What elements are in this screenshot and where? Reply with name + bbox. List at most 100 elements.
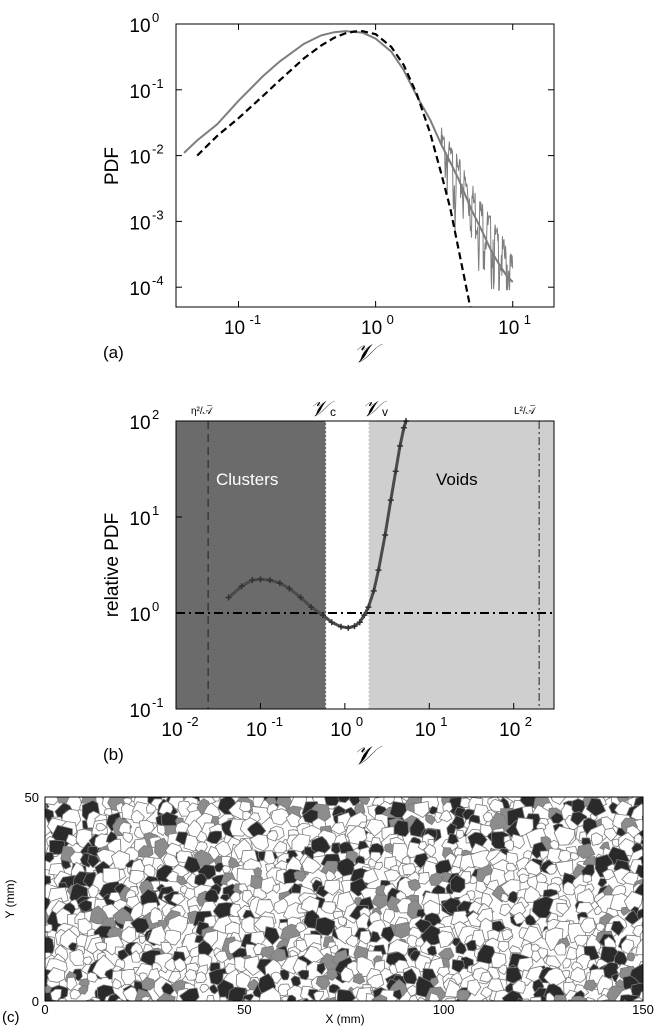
voronoi-cell: [226, 1000, 230, 1001]
voronoi-cell: [178, 987, 200, 1001]
a-ytick-label: 10: [129, 16, 150, 37]
voronoi-cell: [302, 808, 319, 824]
panel-a-series: [183, 29, 514, 307]
voronoi-cell: [545, 864, 557, 875]
voronoi-cell: [316, 962, 326, 975]
b-marker: [365, 604, 372, 611]
voronoi-cell: [33, 969, 43, 979]
voronoi-cell: [582, 873, 593, 883]
b-marker: [356, 619, 363, 626]
voronoi-cell: [154, 837, 172, 860]
b-xtick-exp: -1: [271, 714, 283, 729]
voronoi-cell: [131, 950, 141, 963]
voronoi-cell: [595, 922, 606, 932]
a-series-dashed: [196, 29, 472, 307]
nu-c-sub: c: [330, 405, 336, 419]
voronoi-cell: [286, 1002, 303, 1017]
voronoi-cell: [387, 1003, 400, 1019]
voronoi-cell: [213, 1004, 222, 1014]
eta-label: η²/𝒜̅: [191, 405, 214, 417]
b-ytick-label: 10: [129, 605, 150, 626]
voronoi-cell: [644, 846, 660, 862]
voronoi-cell: [213, 862, 225, 873]
voronoi-cell: [648, 810, 660, 820]
voronoi-cell: [56, 797, 59, 798]
panel-a-label: (a): [103, 343, 124, 362]
voronoi-cell: [599, 999, 609, 1001]
voronoi-cell: [340, 966, 355, 983]
voronoi-cell: [297, 969, 310, 981]
voronoi-cell: [399, 1004, 416, 1020]
voronoi-cell: [583, 797, 587, 799]
voronoi-cell: [356, 797, 364, 799]
voronoi-cell: [108, 891, 122, 903]
voronoi-cell: [499, 903, 513, 917]
voronoi-cell: [272, 884, 281, 894]
voronoi-cell: [193, 786, 204, 795]
voronoi-cell: [449, 874, 466, 894]
voronoi-cell: [505, 966, 523, 984]
panel-b-chart: 10 -2 10 -1 10 0 10 1 10 210 -110 010 110 2 Clusters …: [102, 397, 555, 771]
voronoi-cell: [553, 942, 567, 956]
voronoi-cell: [494, 797, 497, 798]
voronoi-cell: [359, 930, 373, 945]
b-ytick-label: 10: [129, 509, 150, 530]
voronoi-cell: [576, 843, 596, 860]
panel-a-xlabel: 𝒱: [353, 339, 383, 369]
voronoi-cell: [531, 895, 554, 919]
voronoi-cell: [110, 850, 130, 871]
voronoi-cell: [451, 959, 465, 974]
voronoi-cell: [620, 906, 631, 917]
panel-a-plot-area: [175, 23, 555, 308]
voronoi-cell: [529, 780, 544, 794]
nu-v-sub: v: [382, 405, 388, 419]
voronoi-cell: [35, 845, 43, 855]
voronoi-cell: [92, 781, 106, 794]
b-marker: [276, 580, 283, 587]
voronoi-cell: [380, 925, 395, 943]
voronoi-cell: [413, 801, 430, 818]
voronoi-cell: [272, 840, 287, 854]
voronoi-cell: [170, 893, 186, 906]
voronoi-cell: [593, 905, 603, 915]
voronoi-cell: [301, 856, 322, 874]
voronoi-cell: [49, 839, 67, 855]
voronoi-cell: [337, 797, 353, 804]
voronoi-cell: [180, 1009, 197, 1021]
voronoi-cell: [31, 891, 42, 905]
voronoi-cell: [466, 1003, 484, 1023]
voronoi-cell: [655, 877, 662, 885]
c-xtick-label: 50: [237, 1002, 251, 1017]
b-marker: [375, 567, 382, 574]
b-ytick-exp: 0: [152, 599, 159, 614]
voronoi-cell: [138, 935, 146, 945]
voronoi-cell: [83, 998, 94, 1001]
voronoi-cell: [324, 797, 341, 806]
L-label: L²/𝒜̅: [514, 405, 537, 417]
voronoi-cell: [270, 808, 291, 826]
voronoi-cell: [652, 841, 661, 850]
voronoi-cell: [413, 1006, 426, 1019]
voronoi-cell: [503, 839, 514, 851]
b-marker: [308, 604, 315, 611]
voronoi-cell: [507, 890, 518, 904]
a-xtick-exp: -1: [250, 312, 262, 327]
voronoi-cell: [141, 976, 157, 991]
voronoi-cell: [87, 999, 95, 1001]
voronoi-cell: [345, 934, 359, 948]
voronoi-cell: [455, 829, 465, 840]
b-marker: [397, 442, 404, 449]
voronoi-cell: [506, 1005, 516, 1015]
voronoi-cell: [644, 859, 659, 872]
a-xtick-label: 10: [361, 318, 382, 339]
voronoi-cell: [645, 912, 662, 930]
voronoi-cell: [243, 998, 253, 1001]
voronoi-cell: [641, 921, 643, 928]
panel-c-label: (c): [2, 1009, 20, 1026]
b-marker: [238, 583, 245, 590]
b-marker: [361, 612, 368, 619]
voronoi-cell: [482, 811, 494, 823]
voronoi-cell: [652, 816, 662, 827]
voronoi-cell: [635, 938, 643, 956]
voronoi-cell: [497, 964, 508, 976]
